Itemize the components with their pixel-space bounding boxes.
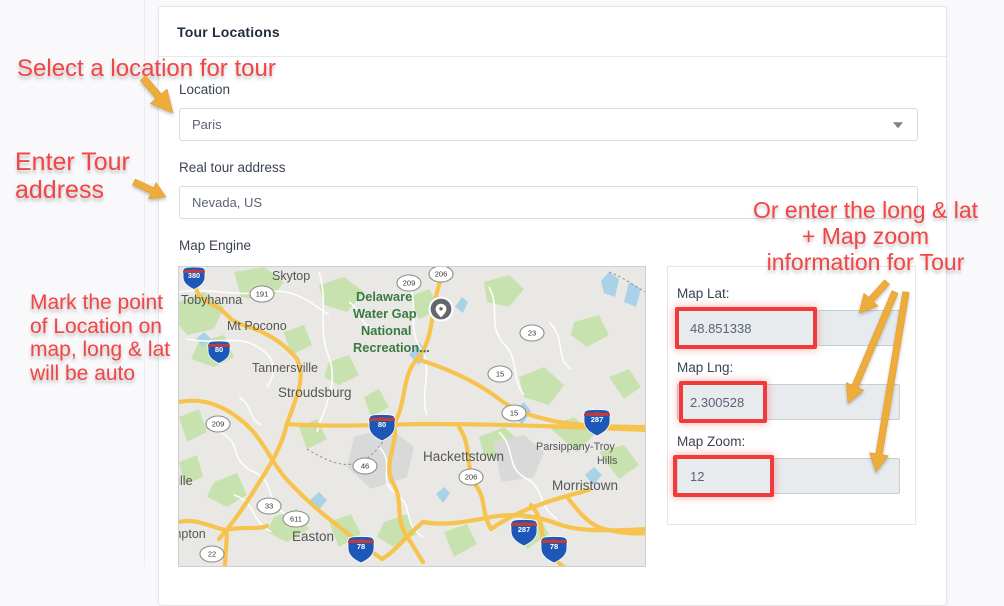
svg-text:Easton: Easton	[292, 529, 334, 544]
svg-text:ville: ville	[179, 474, 193, 488]
svg-text:287: 287	[518, 525, 531, 534]
svg-text:287: 287	[591, 415, 604, 424]
svg-text:Delaware: Delaware	[356, 289, 412, 304]
svg-text:Skytop: Skytop	[272, 269, 310, 283]
svg-text:611: 611	[290, 515, 302, 524]
svg-text:80: 80	[378, 420, 386, 429]
svg-text:206: 206	[435, 270, 448, 279]
svg-text:Tobyhanna: Tobyhanna	[181, 293, 242, 307]
svg-text:206: 206	[465, 473, 478, 482]
svg-text:80: 80	[215, 345, 223, 354]
svg-text:Mt Pocono: Mt Pocono	[227, 319, 287, 333]
svg-text:380: 380	[188, 271, 200, 280]
svg-text:191: 191	[256, 290, 269, 299]
svg-text:46: 46	[361, 462, 369, 471]
svg-text:Hills: Hills	[597, 455, 618, 467]
svg-text:Hackettstown: Hackettstown	[423, 449, 504, 464]
svg-text:National: National	[361, 323, 411, 338]
svg-text:Morristown: Morristown	[552, 478, 618, 493]
svg-text:15: 15	[510, 409, 518, 418]
svg-text:209: 209	[212, 420, 225, 429]
svg-text:209: 209	[403, 279, 416, 288]
svg-text:22: 22	[208, 550, 216, 559]
svg-text:Recreation...: Recreation...	[353, 340, 430, 355]
svg-text:Water Gap: Water Gap	[353, 306, 417, 321]
svg-text:23: 23	[528, 329, 536, 338]
svg-text:78: 78	[550, 542, 558, 551]
svg-text:Parsippany-Troy: Parsippany-Troy	[536, 441, 615, 453]
svg-text:78: 78	[357, 542, 365, 551]
svg-text:Stroudsburg: Stroudsburg	[278, 385, 352, 400]
svg-text:mpton: mpton	[179, 527, 206, 541]
svg-text:Tannersville: Tannersville	[252, 361, 318, 375]
svg-text:15: 15	[496, 370, 504, 379]
svg-text:33: 33	[265, 502, 273, 511]
